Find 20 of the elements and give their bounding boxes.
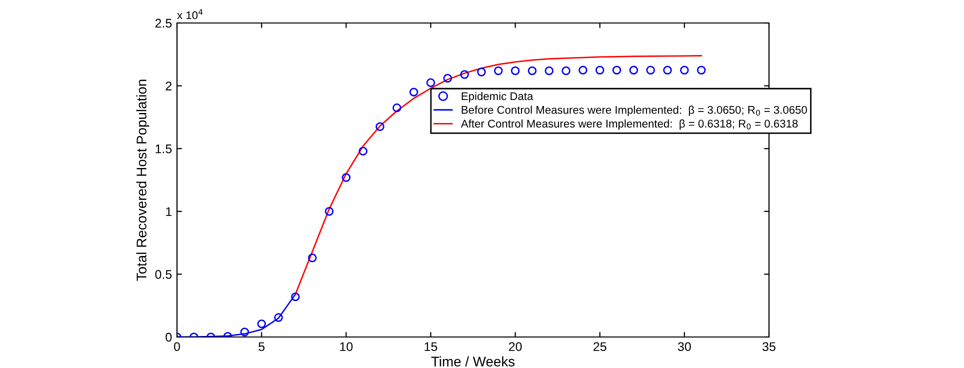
y-tick-label: 0.5 [155,270,172,279]
y-tick-label: 0 [166,332,172,342]
y-tick-label: 2 [166,82,172,90]
x-tick-label: 20 [508,342,522,352]
y-tick-label: 1 [166,207,172,216]
x-tick-label: 15 [424,342,438,352]
legend-label: After Control Measures were Implemented: β = 0.6318; R$_{0}$ = 0.6318 [460,119,798,130]
x-tick-label: 0 [174,342,180,352]
x-tick-label: 5 [258,342,265,352]
text: x 10$^{4}$ [177,9,203,20]
x-tick-label: 25 [594,342,606,352]
legend-label: Epidemic Data [462,92,534,102]
x-tick-label: 35 [762,342,776,352]
x-axis-title: Time / Weeks [431,356,515,366]
y-axis-title: Total Recovered Host Population [136,80,150,281]
legend-label: Before Control Measures were Implemented: β = 3.0650; R$_{0}$ = 3.0650 [462,106,807,116]
x-tick-label: 30 [678,342,691,352]
x-tick-label: 10 [340,342,353,352]
y-tick-label: 2.5 [155,18,172,28]
y-tick-label: 1.5 [156,144,172,154]
